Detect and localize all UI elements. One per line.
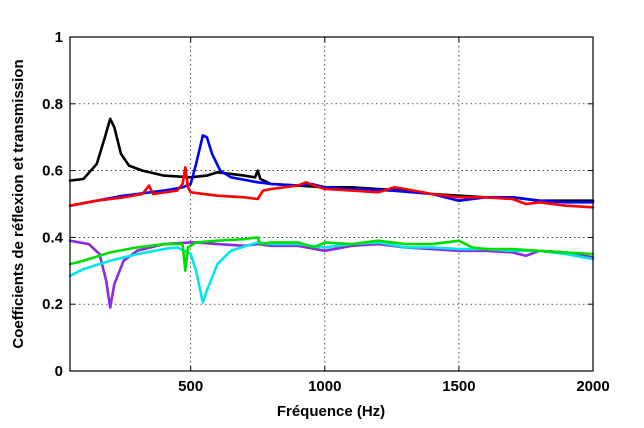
y-tick-label: 0.8 xyxy=(42,96,63,113)
y-tick-label: 0.4 xyxy=(42,229,64,246)
grid-lines xyxy=(70,37,593,371)
x-tick-label: 2000 xyxy=(576,378,609,395)
x-tick-label: 500 xyxy=(178,378,203,395)
y-tick-label: 0.2 xyxy=(42,296,63,313)
tick-layer: 500 1000 1500 2000 0 0.2 0.4 0.6 0.8 1 xyxy=(42,29,610,395)
series-line-6 xyxy=(68,236,595,273)
series-layer xyxy=(68,117,595,309)
series-line-3 xyxy=(68,166,595,209)
y-tick-label: 0 xyxy=(55,363,63,380)
y-axis-label: Coefficients de réflexion et transmissio… xyxy=(10,59,27,348)
series-line-4 xyxy=(68,239,595,309)
x-tick-label: 1500 xyxy=(442,378,475,395)
x-axis-label: Fréquence (Hz) xyxy=(277,403,385,420)
y-tick-label: 1 xyxy=(55,29,63,46)
y-tick-label: 0.6 xyxy=(42,163,63,180)
plot-frame xyxy=(69,36,594,372)
x-tick-label: 1000 xyxy=(308,378,341,395)
series-line-5 xyxy=(68,241,595,304)
series-line-1 xyxy=(68,117,595,202)
